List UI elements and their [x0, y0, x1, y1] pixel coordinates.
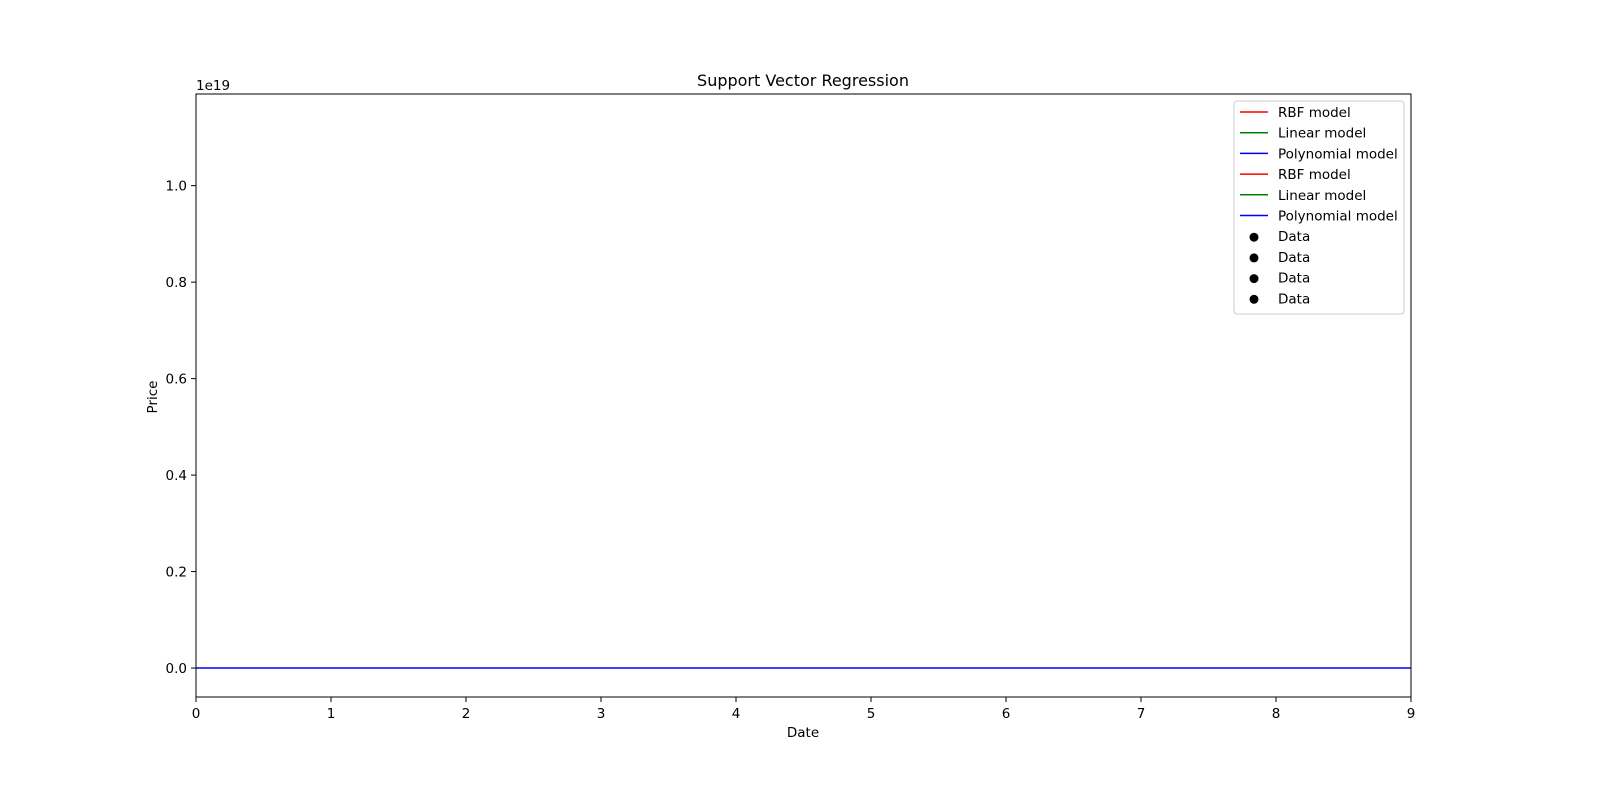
y-axis-label: Price: [145, 381, 161, 414]
x-tick-label: 3: [597, 706, 606, 722]
x-tick-label: 1: [327, 706, 336, 722]
legend-dot-swatch: [1249, 274, 1259, 284]
x-tick-label: 5: [867, 706, 876, 722]
legend-dot-swatch: [1249, 294, 1259, 304]
x-tick-label: 8: [1272, 706, 1281, 722]
x-axis-label: Date: [787, 725, 819, 741]
legend-dot-swatch: [1249, 253, 1259, 263]
legend-dot-swatch: [1249, 232, 1259, 242]
y-tick-label: 0.4: [166, 468, 187, 484]
legend-label: Data: [1278, 250, 1310, 266]
legend-label: Linear model: [1278, 126, 1366, 142]
legend-label: Data: [1278, 291, 1310, 307]
legend: RBF model Linear model Polynomial model RBF…: [1233, 100, 1405, 315]
legend-label: RBF model: [1278, 105, 1351, 121]
chart-title: Support Vector Regression: [697, 71, 909, 90]
x-axis: 0 1 2 3 4 5 6 7 8 9: [192, 697, 1416, 722]
y-tick-label: 0.6: [166, 372, 187, 388]
y-axis: 0.0 0.2 0.4 0.6 0.8 1.0: [166, 179, 196, 677]
legend-label: Polynomial model: [1278, 209, 1398, 225]
y-tick-label: 1.0: [166, 179, 187, 195]
legend-label: Data: [1278, 229, 1310, 245]
legend-label: RBF model: [1278, 167, 1351, 183]
legend-label: Data: [1278, 271, 1310, 287]
legend-label: Polynomial model: [1278, 146, 1398, 162]
x-tick-label: 2: [462, 706, 471, 722]
x-tick-label: 0: [192, 706, 201, 722]
y-tick-label: 0.2: [166, 565, 187, 581]
x-tick-label: 7: [1137, 706, 1146, 722]
y-tick-label: 0.0: [166, 661, 187, 677]
legend-box: [1233, 100, 1405, 315]
legend-label: Linear model: [1278, 188, 1366, 204]
plot-frame: [195, 93, 1412, 698]
x-tick-label: 9: [1407, 706, 1416, 722]
y-tick-label: 0.8: [166, 275, 187, 291]
y-offset-label: 1e19: [196, 78, 230, 94]
x-tick-label: 4: [732, 706, 741, 722]
x-tick-label: 6: [1002, 706, 1011, 722]
